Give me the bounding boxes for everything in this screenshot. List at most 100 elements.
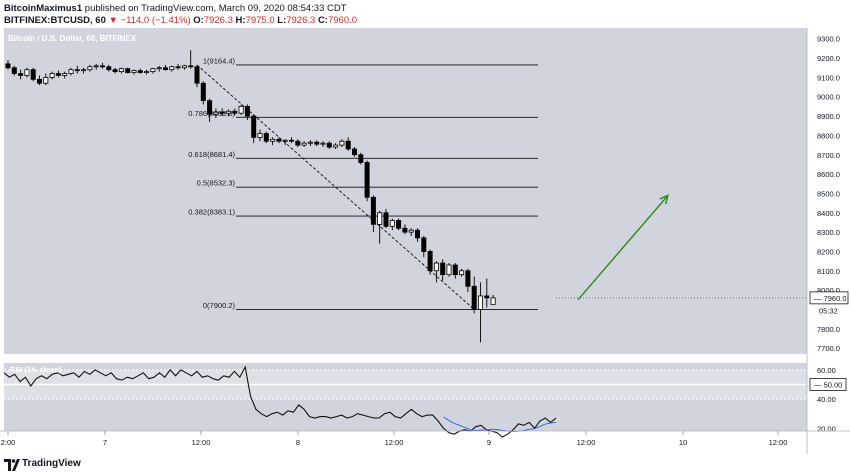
time-tick-label: 2:00 [1, 438, 16, 447]
candle-body [351, 148, 357, 156]
candle-body [270, 138, 276, 142]
candle-body [446, 264, 452, 276]
candle [433, 261, 439, 283]
price-tick-label: 8500.0 [817, 189, 840, 198]
candle [339, 139, 345, 148]
candle [87, 64, 93, 72]
price-tick-label: 8900.0 [817, 112, 840, 121]
price-tick-label: 8800.0 [817, 131, 840, 140]
candle [389, 218, 395, 231]
candle-body [490, 297, 496, 305]
candle-body [433, 262, 439, 272]
candle [11, 65, 17, 76]
price-tick-label: 8200.0 [817, 247, 840, 256]
candle [345, 137, 351, 151]
candle-body [452, 264, 458, 276]
fib-level-label: 0.5(8532.3) [197, 179, 236, 188]
candle [100, 62, 106, 69]
candle-body [263, 133, 269, 142]
candle-body [427, 251, 433, 272]
candle-body [377, 212, 383, 225]
candle [295, 139, 301, 148]
price-tick-label: 8400.0 [817, 209, 840, 218]
author-name[interactable]: BitcoinMaximus1 [4, 3, 83, 14]
candle-body [244, 106, 250, 117]
candle [137, 68, 143, 74]
price-chart[interactable]: 1(9164.4)0.786(8893.8)0.618(8681.4)0.5(8… [0, 28, 850, 454]
candle-body [87, 66, 93, 71]
price-tick-label: 9000.0 [817, 93, 840, 102]
last-price-tag [809, 291, 849, 305]
candle-body [219, 111, 225, 114]
candle [188, 50, 194, 69]
fib-level-label: 0.618(8681.4) [188, 150, 235, 159]
candle [459, 268, 465, 277]
price-tick-label: 8300.0 [817, 228, 840, 237]
candle-body [345, 140, 351, 150]
candle [377, 210, 383, 244]
candle-body [55, 73, 61, 76]
candle-body [477, 295, 483, 310]
price-axis[interactable]: 9300.0 9200.0 9100.0 9000.0 8900.0 8800.0 8700… [556, 28, 849, 454]
candle [232, 108, 238, 116]
candle [62, 71, 68, 79]
price-tick-label: 8100.0 [817, 267, 840, 276]
candle-body [100, 65, 106, 68]
candle [477, 282, 483, 343]
candle [194, 65, 200, 88]
candle [440, 259, 446, 281]
candle-body [93, 65, 99, 68]
candle [333, 143, 339, 149]
candle [37, 75, 43, 86]
candle [251, 114, 257, 144]
candle [156, 65, 162, 72]
candle-body [307, 141, 313, 144]
candle-body [333, 144, 339, 148]
candle [30, 67, 36, 82]
time-axis[interactable]: 2:00 7 12:00 8 12:00 9 12:00 10 12:00 [0, 430, 850, 447]
candle-body [162, 67, 168, 71]
low-value: 7926.3 [286, 15, 316, 26]
chart-header: BitcoinMaximus1 published on TradingView… [0, 0, 850, 30]
price-tick-label: 8000.0 [817, 286, 840, 295]
price-change: ▼ −114.0 (−1.41%) [108, 15, 191, 26]
candle [263, 131, 269, 144]
fib-level-label: 0.382(8383.1) [188, 208, 235, 217]
countdown-value: 05:32 [819, 306, 838, 315]
candle-body [175, 66, 181, 69]
candle [68, 67, 74, 76]
candle [320, 141, 326, 148]
candle [169, 65, 175, 72]
candle [49, 71, 55, 80]
main-pane-background [4, 28, 807, 354]
rsi-level-label: 60.00 [817, 366, 836, 375]
arrow-head [659, 194, 670, 205]
candle [93, 63, 99, 70]
rsi-ma-line [443, 416, 557, 432]
candle [282, 139, 288, 146]
candle-body [251, 115, 257, 138]
candle-body [68, 69, 74, 74]
candle-body [144, 71, 150, 74]
candle [402, 224, 408, 235]
projection-arrow[interactable] [577, 194, 670, 301]
time-tick-label: 7 [103, 438, 107, 447]
candle [219, 108, 225, 117]
candle [213, 108, 219, 119]
candle [270, 137, 276, 146]
candle [351, 147, 357, 157]
candle [144, 69, 150, 75]
tradingview-brand[interactable]: TradingView [22, 458, 81, 469]
candle-body [232, 110, 238, 114]
rsi-level-tag [809, 378, 847, 391]
candle-body [471, 285, 477, 310]
tradingview-logo-icon[interactable] [4, 459, 20, 471]
candle [181, 64, 187, 70]
candle-body [465, 270, 471, 287]
candle-body [225, 110, 231, 114]
candle-body [43, 77, 49, 84]
candle [131, 69, 137, 75]
candle-body [408, 229, 414, 233]
candle-body [62, 73, 68, 76]
symbol-label[interactable]: BITFINEX:BTCUSD, 60 [4, 15, 106, 26]
